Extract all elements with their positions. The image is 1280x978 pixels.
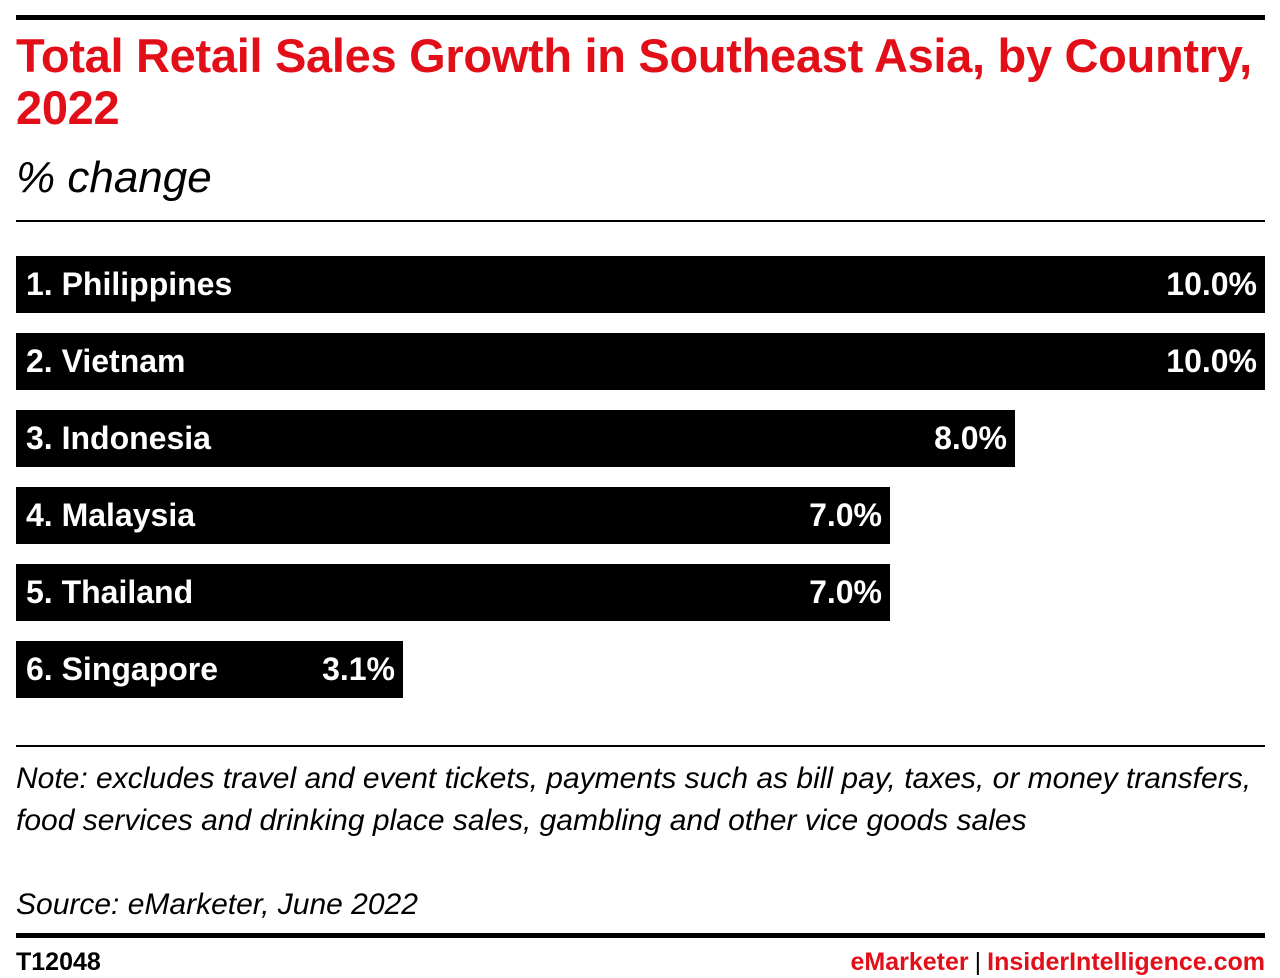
brand-footer: eMarketer | InsiderIntelligence.com (851, 946, 1266, 978)
brand-insiderintelligence-link[interactable]: InsiderIntelligence.com (987, 948, 1265, 976)
bar-value-label: 7.0% (809, 574, 882, 610)
chart-title: Total Retail Sales Growth in Southeast A… (16, 29, 1252, 134)
bar-value-label: 8.0% (934, 420, 1007, 456)
bar: 5. Thailand 7.0% (16, 564, 890, 621)
bar-value-label: 7.0% (809, 497, 882, 533)
brand-emarketer[interactable]: eMarketer (850, 948, 969, 976)
bar-value-label: 10.0% (1166, 266, 1257, 302)
note-rule (16, 745, 1265, 747)
bar-category-label: 5. Thailand (26, 574, 194, 610)
bar-category-label: 4. Malaysia (26, 497, 195, 533)
bar: 2. Vietnam 10.0% (16, 333, 1265, 390)
chart-source: Source: eMarketer, June 2022 (16, 888, 418, 921)
bar-value-label: 3.1% (322, 651, 395, 687)
bar-category-label: 2. Vietnam (26, 343, 186, 379)
bar: 6. Singapore 3.1% (16, 641, 403, 698)
chart-id: T12048 (16, 948, 101, 976)
chart-note: Note: excludes travel and event tickets,… (16, 762, 1252, 837)
bar-value-label: 10.0% (1166, 343, 1257, 379)
subtitle-rule (16, 220, 1265, 222)
footer-rule (16, 933, 1265, 938)
bar-category-label: 6. Singapore (26, 651, 219, 687)
bar: 1. Philippines 10.0% (16, 256, 1265, 313)
chart-subtitle: % change (16, 153, 212, 202)
bar-category-label: 1. Philippines (26, 266, 233, 302)
bar-category-label: 3. Indonesia (26, 420, 211, 456)
top-rule (16, 15, 1265, 20)
bar: 4. Malaysia 7.0% (16, 487, 890, 544)
brand-separator: | (974, 948, 982, 976)
bar: 3. Indonesia 8.0% (16, 410, 1015, 467)
